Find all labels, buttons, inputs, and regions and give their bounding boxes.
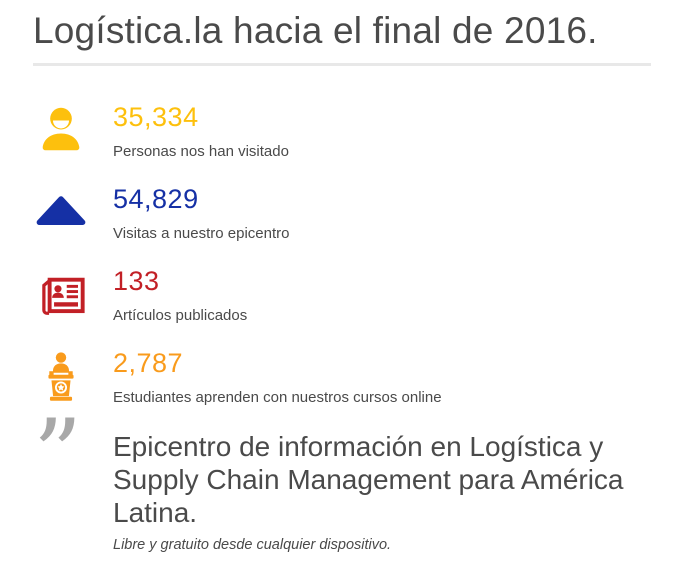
stat-row-articles: 133 Artículos publicados bbox=[33, 266, 682, 324]
page-title: Logística.la hacia el final de 2016. bbox=[33, 10, 598, 51]
stat-label: Personas nos han visitado bbox=[113, 143, 289, 160]
stats-list: 35,334 Personas nos han visitado 54,829 … bbox=[33, 102, 682, 406]
triangle-icon bbox=[33, 184, 113, 240]
stat-row-students: 2,787 Estudiantes aprenden con nuestros … bbox=[33, 348, 682, 406]
quote-text: Epicentro de información en Logística y … bbox=[113, 431, 624, 528]
quote-subtext: Libre y gratuito desde cualquier disposi… bbox=[113, 537, 392, 553]
stat-row-visits: 54,829 Visitas a nuestro epicentro bbox=[33, 184, 682, 242]
podium-icon bbox=[33, 348, 113, 404]
stat-label: Estudiantes aprenden con nuestros cursos… bbox=[113, 389, 442, 406]
title-divider bbox=[33, 63, 651, 66]
stat-value: 2,787 bbox=[113, 348, 184, 378]
person-icon bbox=[33, 102, 113, 158]
infographic-page: Logística.la hacia el final de 2016. 35,… bbox=[33, 10, 682, 553]
quote-section: ” Epicentro de información en Logística … bbox=[33, 399, 682, 553]
stat-label: Visitas a nuestro epicentro bbox=[113, 225, 290, 242]
quote-icon: ” bbox=[33, 399, 82, 511]
stat-label: Artículos publicados bbox=[113, 307, 248, 324]
stat-value: 133 bbox=[113, 266, 160, 296]
newspaper-icon bbox=[33, 266, 113, 322]
stat-value: 54,829 bbox=[113, 184, 199, 214]
stat-value: 35,334 bbox=[113, 102, 199, 132]
stat-row-visitors: 35,334 Personas nos han visitado bbox=[33, 102, 682, 160]
